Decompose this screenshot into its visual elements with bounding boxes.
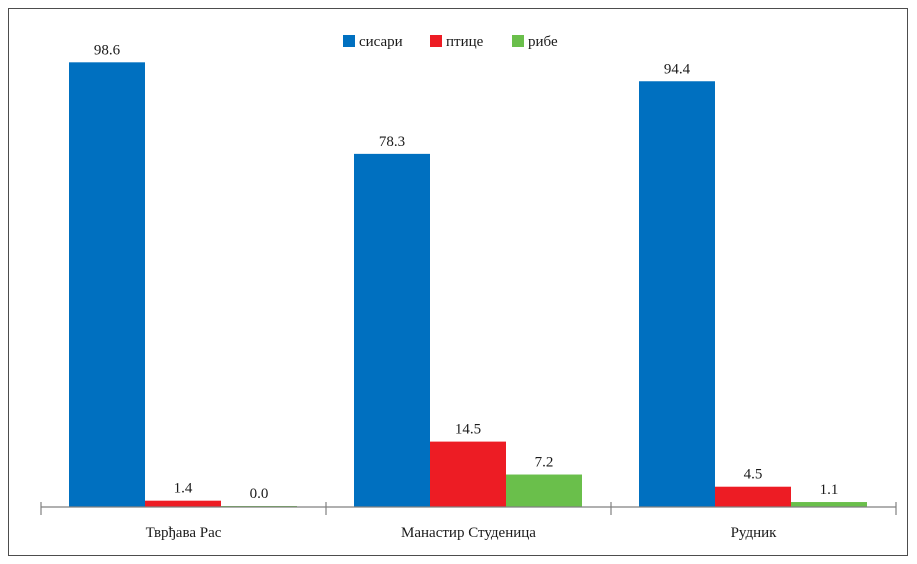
bar-рибе-3 [791,502,867,507]
x-tick-label-2: Манастир Студеница [401,525,536,541]
data-label-птице-3: 4.5 [744,467,763,483]
data-label-птице-2: 14.5 [455,422,481,438]
legend-label-рибе: рибе [528,34,558,50]
bar-сисари-2 [354,153,430,507]
data-label-рибе-2: 7.2 [535,455,554,471]
x-tick-label-1: Тврђава Рас [146,525,222,541]
legend-label-сисари: сисари [359,34,403,50]
legend-label-птице: птице [446,34,484,50]
bar-сисари-3 [639,81,715,508]
data-label-сисари-2: 78.3 [379,134,405,150]
bar-сисари-1 [69,62,145,508]
legend-swatch-птице [430,35,442,47]
bar-рибе-2 [506,474,582,507]
data-label-рибе-1: 0.0 [250,486,269,502]
bar-птице-3 [715,486,791,507]
bar-птице-1 [145,500,221,507]
data-label-сисари-3: 94.4 [664,61,691,77]
legend-swatch-сисари [343,35,355,47]
data-label-рибе-3: 1.1 [820,482,839,498]
x-tick-label-3: Рудник [731,525,778,541]
legend-swatch-рибе [512,35,524,47]
data-label-птице-1: 1.4 [174,481,193,497]
bar-птице-2 [430,441,506,507]
data-label-сисари-1: 98.6 [94,42,121,58]
